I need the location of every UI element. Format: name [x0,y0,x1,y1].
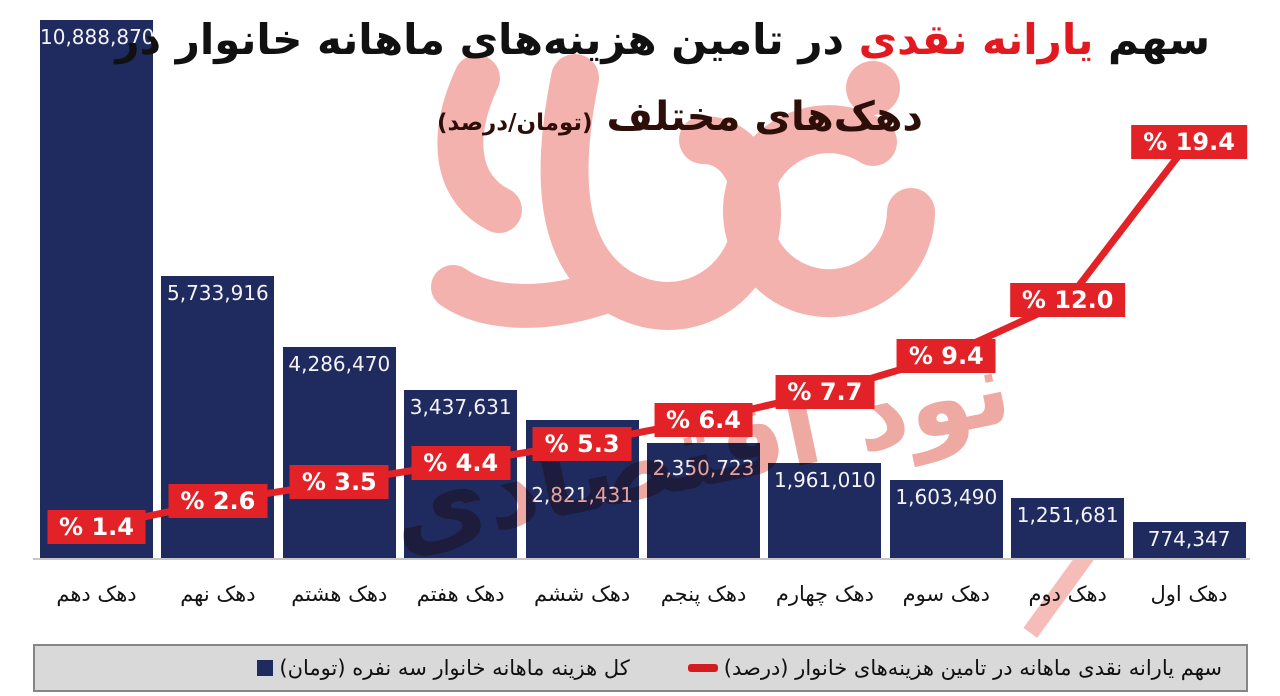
bar-value-label: 2,821,431 [531,483,633,507]
watermark-logo-dot [846,61,900,115]
bar: 2,350,723 [647,443,760,560]
x-axis-label: دهک پنجم [660,582,747,606]
bar-value-label: 774,347 [1147,527,1231,551]
x-axis-label: دهک هفتم [416,582,505,606]
bar: 1,961,010 [768,463,882,560]
bar: 774,347 [1132,522,1246,560]
chart-title-pre: سهم [1093,15,1210,64]
bar-value-label: 1,603,490 [895,485,998,509]
bar-value-label: 3,437,631 [409,395,512,419]
bar: 4,286,470 [282,347,396,560]
x-axis-label: دهک نهم [180,582,256,606]
red-line-marker-icon [687,664,718,672]
legend-entry-percent-series: سهم یارانه نقدی ماهانه در تامین هزینه‌ها… [687,656,1222,680]
x-axis-line [33,558,1250,560]
percent-label: % 7.7 [775,375,875,410]
percent-label: % 6.4 [654,403,753,438]
bar-value-label: 1,251,681 [1016,503,1119,527]
chart-title: سهم یارانه نقدی در تامین هزینه‌های ماهان… [115,8,1210,71]
percent-label: % 4.4 [411,445,511,480]
chart-title-highlight: یارانه نقدی [858,15,1094,64]
bar: 1,603,490 [889,480,1003,560]
bar-value-label: 10,888,870 [40,25,155,49]
chart-subtitle: دهک‌های مختلف (تومان/درصد) [150,94,1210,140]
legend-bar-series-label: کل هزینه ماهانه خانوار سه نفره (تومان) [279,656,630,680]
x-axis-label: دهک دوم [1028,582,1107,606]
legend: سهم یارانه نقدی ماهانه در تامین هزینه‌ها… [33,644,1248,692]
x-axis-label: دهک سوم [902,582,990,606]
percent-label: % 12.0 [1009,283,1126,318]
legend-entry-bar-series: کل هزینه ماهانه خانوار سه نفره (تومان) [257,656,630,680]
legend-percent-series-label: سهم یارانه نقدی ماهانه در تامین هزینه‌ها… [723,656,1222,680]
x-axis-label: دهک هشتم [291,582,388,606]
percent-label: % 5.3 [532,426,632,461]
chart-subtitle-main: دهک‌های مختلف [592,94,923,140]
navy-square-marker-icon [257,660,274,676]
bar: 10,888,870 [40,20,155,560]
chart-title-post: در تامین هزینه‌های ماهانه خانوار در [115,15,859,64]
bar-value-label: 4,286,470 [288,352,391,376]
x-axis-label: دهک ششم [533,582,631,606]
bar-value-label: 2,350,723 [652,456,755,480]
percent-label: % 1.4 [47,510,146,545]
percent-label: % 3.5 [289,465,389,500]
bar-value-label: 5,733,916 [166,281,269,305]
bar: 1,251,681 [1011,498,1125,560]
x-axis-label: دهک اول [1150,582,1228,606]
x-axis-label: دهک چهارم [775,582,874,606]
x-axis-label: دهک دهم [56,582,137,606]
chart-subtitle-unit: (تومان/درصد) [437,110,593,136]
percent-label: % 9.4 [896,338,996,373]
bar-value-label: 1,961,010 [773,468,876,492]
percent-label: % 2.6 [168,484,268,519]
